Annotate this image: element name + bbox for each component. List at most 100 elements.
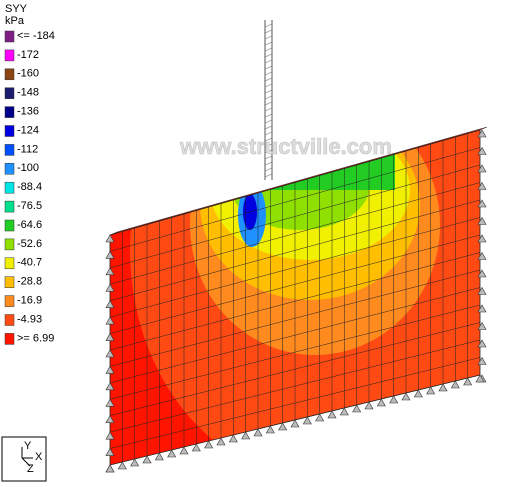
watermark: www.structville.com	[179, 134, 392, 159]
legend-label: -124	[17, 124, 39, 136]
support	[477, 199, 487, 208]
support	[105, 250, 115, 259]
hatch-line	[264, 107, 273, 112]
support	[401, 392, 411, 401]
support	[389, 395, 399, 404]
hatch-line	[264, 167, 273, 172]
legend-label: -160	[17, 68, 39, 80]
support	[105, 283, 115, 292]
hatch-line	[264, 41, 273, 46]
legend-label: -64.6	[17, 219, 42, 231]
legend-label: -172	[17, 49, 39, 61]
hatch-line	[264, 65, 273, 70]
legend-label: >= 6.99	[17, 332, 54, 344]
hatch-line	[264, 113, 273, 118]
hatch-line	[264, 59, 273, 64]
legend-swatch	[4, 295, 15, 307]
mesh-line	[109, 164, 481, 269]
support	[278, 422, 288, 431]
hatch-line	[264, 23, 273, 28]
support	[105, 398, 115, 407]
triad	[21, 447, 33, 467]
legend-label: -112	[17, 143, 38, 155]
legend-swatch	[4, 181, 15, 194]
hatch-line	[264, 89, 273, 94]
support	[477, 164, 487, 173]
legend-swatch	[4, 49, 15, 62]
mesh-line	[109, 234, 481, 334]
mesh-line	[109, 304, 481, 400]
legend-swatch	[4, 106, 15, 118]
legend-swatch	[4, 87, 15, 99]
legend-swatch	[4, 125, 15, 137]
support	[117, 461, 127, 470]
legend-swatch	[4, 219, 15, 232]
support	[142, 455, 152, 464]
legend-title: SYY	[5, 3, 28, 15]
support	[477, 356, 487, 365]
support	[477, 216, 487, 225]
support	[477, 146, 487, 155]
mesh-line	[109, 252, 481, 351]
hatch-line	[264, 53, 273, 58]
support	[413, 389, 423, 398]
support	[339, 407, 349, 416]
support	[253, 428, 263, 437]
hatch-line	[264, 131, 273, 136]
hatch-line	[264, 47, 273, 52]
support	[477, 129, 487, 138]
support	[154, 452, 164, 461]
support	[105, 349, 115, 358]
support	[228, 434, 238, 443]
legend-swatch	[4, 333, 15, 345]
support	[477, 304, 487, 313]
legend-unit: kPa	[5, 15, 25, 27]
support	[477, 269, 487, 278]
legend-label: -76.5	[17, 200, 42, 212]
hatch-line	[264, 101, 273, 106]
legend-label: -88.4	[17, 181, 42, 193]
mesh-line	[109, 357, 481, 449]
support	[105, 415, 115, 424]
support	[477, 251, 487, 260]
support	[105, 365, 115, 374]
support	[105, 234, 115, 243]
support	[105, 382, 115, 391]
legend-label: -100	[17, 162, 39, 174]
support	[105, 464, 115, 473]
legend-label: -148	[17, 87, 39, 99]
support	[477, 181, 487, 190]
axis-label-y: Y	[24, 440, 32, 452]
support	[105, 431, 115, 440]
legend-label: -4.93	[17, 313, 42, 325]
legend-swatch	[4, 30, 15, 43]
support	[477, 286, 487, 295]
support	[105, 300, 115, 309]
support	[302, 416, 312, 425]
mesh	[109, 133, 481, 462]
support	[105, 332, 115, 341]
mesh-line	[109, 147, 481, 252]
support	[352, 404, 362, 413]
hatch-line	[264, 125, 273, 130]
support	[426, 386, 436, 395]
hatch-line	[264, 95, 273, 100]
mesh-line	[109, 217, 481, 318]
hatch-line	[264, 83, 273, 88]
support	[290, 419, 300, 428]
support	[463, 377, 473, 386]
hatch-line	[264, 137, 273, 142]
hatch-line	[264, 29, 273, 34]
legend-label: -136	[17, 106, 39, 118]
support	[105, 447, 115, 456]
support	[477, 234, 487, 243]
support	[265, 425, 275, 434]
support	[204, 440, 214, 449]
support	[327, 410, 337, 419]
support	[105, 267, 115, 276]
legend-swatch	[4, 238, 15, 251]
mesh-line	[109, 182, 481, 285]
mesh-line	[109, 287, 481, 384]
hatch-line	[264, 119, 273, 124]
